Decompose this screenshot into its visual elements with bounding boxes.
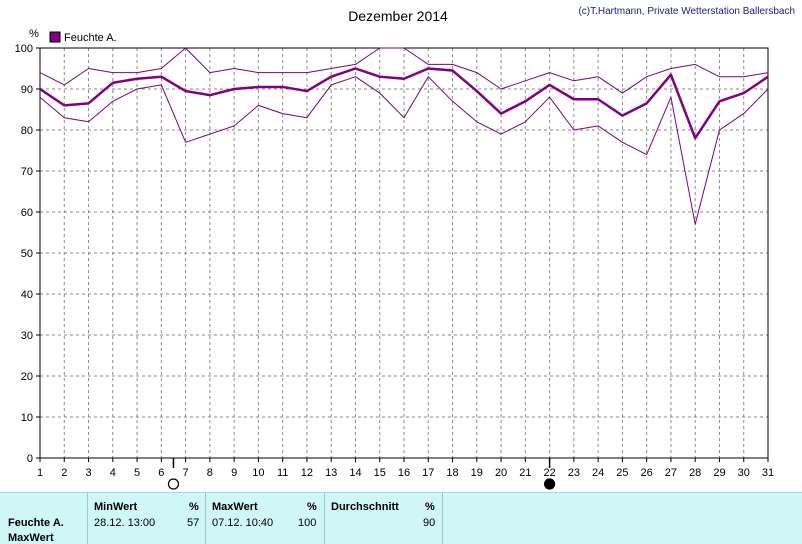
x-tick-label: 18 <box>446 467 458 479</box>
divider <box>324 493 325 544</box>
max-value: 100 <box>298 517 317 529</box>
chart-title: Dezember 2014 <box>348 8 448 24</box>
x-tick-label: 27 <box>665 467 677 479</box>
grid <box>40 47 768 458</box>
max-datetime: 07.12. 10:40 <box>212 517 274 529</box>
x-tick-label: 29 <box>713 467 725 479</box>
x-tick-label: 21 <box>519 467 531 479</box>
divider <box>87 493 88 544</box>
y-tick-label: 10 <box>21 412 33 424</box>
x-tick-label: 9 <box>231 467 237 479</box>
x-tick-label: 28 <box>689 467 701 479</box>
legend-label: Feuchte A. <box>64 32 117 44</box>
y-tick-label: 90 <box>21 84 33 96</box>
y-tick-label: 20 <box>21 371 33 383</box>
max-header: MaxWert <box>212 501 258 513</box>
x-tick-label: 5 <box>134 467 140 479</box>
x-tick-label: 17 <box>422 467 434 479</box>
series-lines <box>39 47 769 225</box>
x-tick-label: 2 <box>61 467 67 479</box>
legend: Feuchte A. <box>49 31 117 44</box>
x-tick-label: 20 <box>495 467 507 479</box>
y-tick-label: 50 <box>21 248 33 260</box>
chart: Dezember 2014 (c)T.Hartmann, Private Wet… <box>15 6 795 490</box>
avg-value: 90 <box>423 517 436 529</box>
legend-swatch <box>49 31 61 43</box>
x-tick-label: 8 <box>207 467 213 479</box>
y-tick-label: 60 <box>21 207 33 219</box>
y-unit-label: % <box>29 28 39 40</box>
min-datetime: 28.12. 13:00 <box>94 517 156 529</box>
divider <box>442 493 443 544</box>
moon-phases <box>167 458 556 490</box>
x-tick-label: 16 <box>398 467 410 479</box>
divider <box>205 493 206 544</box>
x-tick-label: 19 <box>471 467 483 479</box>
x-tick-label: 3 <box>85 467 91 479</box>
y-tick-label: 70 <box>21 166 33 178</box>
max-unit: % <box>307 501 317 513</box>
min-header: MinWert <box>94 501 138 513</box>
series-line-max <box>39 47 769 94</box>
y-tick-label: 40 <box>21 289 33 301</box>
x-tick-label: 15 <box>374 467 386 479</box>
new-moon-icon <box>543 478 556 490</box>
x-tick-label: 23 <box>568 467 580 479</box>
x-tick-label: 24 <box>592 467 604 479</box>
avg-header: Durchschnitt <box>331 501 399 513</box>
x-tick-label: 13 <box>325 467 337 479</box>
x-tick-label: 6 <box>158 467 164 479</box>
x-tick-label: 10 <box>252 467 264 479</box>
x-tick-label: 30 <box>738 467 750 479</box>
min-unit: % <box>189 501 199 513</box>
x-tick-label: 11 <box>277 467 288 479</box>
x-tick-label: 14 <box>349 467 361 479</box>
x-tick-label: 7 <box>183 467 189 479</box>
stats-row-sublabel: MaxWert <box>8 532 54 544</box>
stats-panel: Feuchte A. MaxWert MinWert % 28.12. 13:0… <box>0 492 802 544</box>
full-moon-icon <box>167 478 180 490</box>
x-tick-label: 31 <box>762 467 774 479</box>
x-tick-label: 12 <box>301 467 313 479</box>
avg-unit: % <box>425 501 435 513</box>
copyright-text: (c)T.Hartmann, Private Wetterstation Bal… <box>578 6 795 17</box>
y-tick-label: 0 <box>27 453 33 465</box>
y-tick-label: 30 <box>21 330 33 342</box>
series-line-avg <box>39 67 769 140</box>
x-tick-label: 1 <box>37 467 43 479</box>
stats-row-label: Feuchte A. <box>8 517 64 529</box>
min-value: 57 <box>187 517 200 529</box>
y-tick-label: 100 <box>15 43 33 55</box>
x-tick-label: 22 <box>543 467 555 479</box>
x-tick-label: 26 <box>641 467 653 479</box>
x-tick-label: 4 <box>110 467 116 479</box>
x-tick-label: 25 <box>616 467 628 479</box>
series-line-min <box>39 76 769 225</box>
y-tick-label: 80 <box>21 125 33 137</box>
